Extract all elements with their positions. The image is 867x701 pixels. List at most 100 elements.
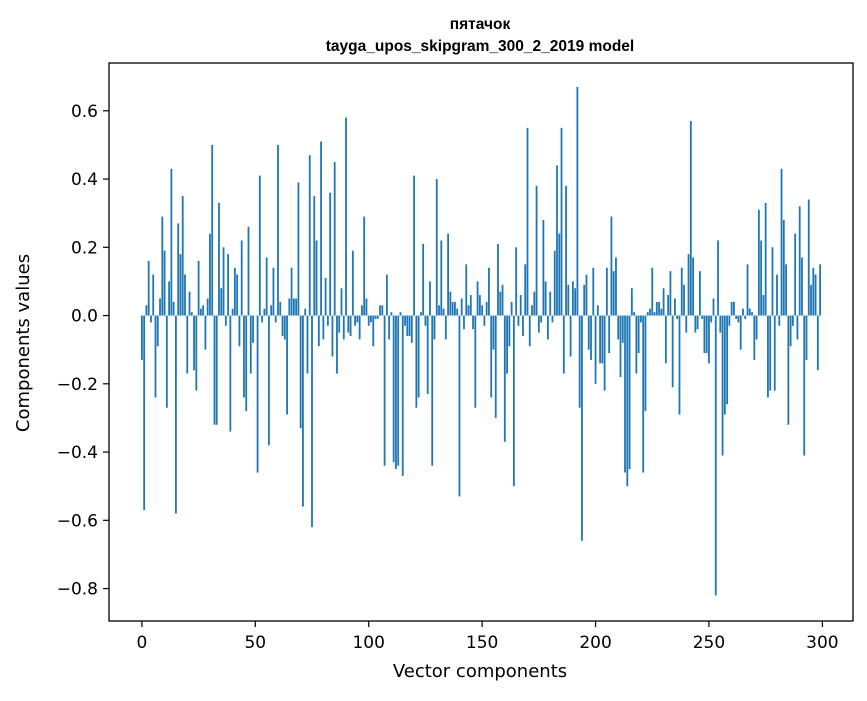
bar-208 [613,271,615,315]
bar-154 [490,316,492,398]
bar-127 [429,281,431,315]
bar-168 [522,316,524,336]
bar-137 [452,302,454,316]
bar-4 [150,316,152,323]
bar-133 [443,309,445,316]
bar-246 [699,271,701,315]
x-axis-label: Vector components [393,661,567,682]
bar-63 [284,316,286,340]
bar-277 [769,316,771,391]
bar-253 [715,316,717,596]
bar-59 [275,316,277,323]
bar-291 [801,258,803,316]
bar-147 [474,316,476,408]
bar-279 [774,316,776,391]
x-tick-label: 50 [244,633,266,653]
y-tick-label: −0.2 [57,375,98,395]
bar-151 [484,316,486,326]
bar-79 [320,142,322,316]
bar-213 [624,316,626,473]
bar-12 [168,281,170,315]
bar-245 [697,316,699,330]
bar-183 [556,165,558,315]
bar-207 [611,217,613,316]
bar-47 [248,227,250,316]
bar-62 [282,316,284,336]
bar-145 [470,295,472,315]
bar-76 [313,196,315,315]
bar-227 [656,302,658,316]
bar-132 [440,240,442,315]
bar-204 [604,316,606,391]
bar-91 [347,316,349,333]
bar-11 [166,316,168,408]
bar-55 [266,258,268,316]
bar-239 [683,285,685,316]
bar-222 [645,316,647,412]
bar-156 [495,316,497,418]
bar-160 [504,316,506,442]
bar-61 [279,302,281,316]
bar-175 [538,316,540,333]
bar-226 [654,312,656,315]
bar-70 [300,316,302,429]
bar-166 [518,316,520,326]
bar-33 [216,316,218,425]
bar-266 [744,316,746,319]
bar-269 [751,312,753,315]
bar-295 [810,285,812,316]
bar-258 [726,316,728,405]
bar-131 [438,305,440,315]
bar-42 [236,275,238,316]
bar-159 [502,285,504,316]
bar-18 [182,196,184,315]
bar-152 [486,302,488,316]
bar-15 [175,316,177,514]
bar-254 [717,240,719,315]
bar-85 [334,162,336,316]
bar-202 [599,316,601,364]
bar-16 [177,223,179,315]
bar-179 [547,316,549,340]
bar-260 [731,302,733,316]
bar-297 [815,275,817,316]
bar-197 [588,316,590,350]
bar-284 [785,264,787,315]
bar-182 [554,251,556,316]
bar-107 [384,316,386,466]
y-tick-label: 0.6 [71,102,98,122]
bar-114 [400,312,402,315]
bar-173 [533,292,535,316]
bar-57 [270,305,272,315]
bar-38 [227,254,229,315]
bar-218 [635,316,637,374]
y-tick-label: −0.6 [57,511,98,531]
bar-5 [152,275,154,316]
bar-219 [638,316,640,354]
y-tick-label: −0.8 [57,580,98,600]
bar-29 [207,298,209,315]
bar-199 [592,268,594,316]
bar-129 [434,316,436,340]
bar-51 [257,316,259,473]
bar-237 [679,316,681,415]
bar-194 [581,316,583,541]
bar-257 [724,316,726,415]
bar-294 [808,200,810,316]
bar-125 [425,316,427,326]
bar-256 [722,316,724,456]
bar-174 [536,186,538,316]
bar-236 [676,316,678,319]
bar-36 [223,247,225,315]
bar-143 [465,264,467,315]
bar-141 [461,298,463,315]
bar-184 [558,234,560,316]
bar-43 [239,316,241,347]
bar-163 [511,302,513,316]
bar-116 [404,316,406,326]
bar-220 [640,316,642,323]
bar-96 [359,316,361,340]
bar-187 [565,186,567,316]
bar-41 [234,268,236,316]
bar-101 [370,316,372,323]
